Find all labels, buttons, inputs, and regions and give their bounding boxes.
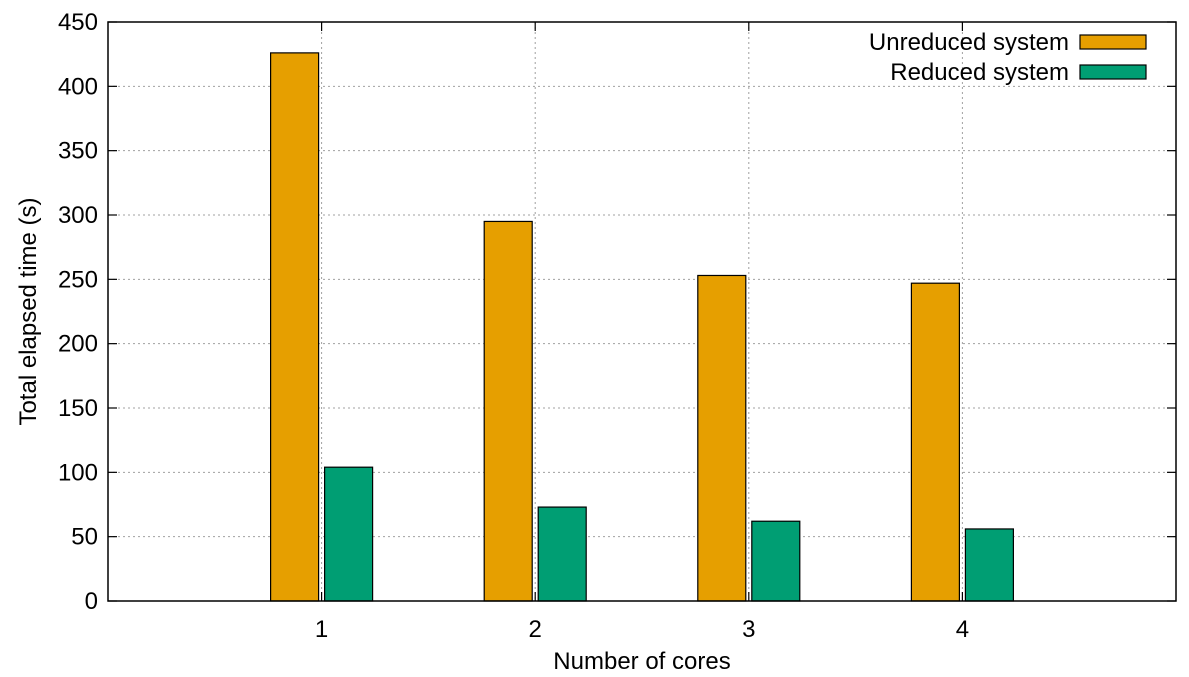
x-tick-label: 4 bbox=[956, 616, 969, 643]
grid-lines bbox=[108, 22, 1176, 601]
bars bbox=[270, 52, 1015, 602]
y-tick-label: 100 bbox=[58, 459, 98, 486]
y-axis-title: Total elapsed time (s) bbox=[15, 197, 42, 425]
y-tick-label: 200 bbox=[58, 331, 98, 358]
legend-swatch bbox=[1079, 34, 1147, 50]
bar-reduced-3 bbox=[751, 520, 801, 602]
bar-unreduced-1 bbox=[270, 52, 320, 602]
x-tick-label: 3 bbox=[742, 616, 755, 643]
y-tick-label: 300 bbox=[58, 202, 98, 229]
legend: Unreduced system Reduced system bbox=[869, 29, 1147, 86]
plot-frame bbox=[107, 21, 1177, 602]
y-tick-label: 350 bbox=[58, 138, 98, 165]
bar-reduced-4 bbox=[964, 528, 1015, 602]
x-tick-label: 2 bbox=[529, 616, 542, 643]
legend-label: Reduced system bbox=[890, 59, 1069, 86]
bar-unreduced-3 bbox=[697, 274, 747, 602]
bar-reduced-2 bbox=[537, 506, 587, 602]
axis-ticks: 0 50 100 150 200 250 300 350 400 450 1 2 3 4 bbox=[58, 9, 1176, 643]
legend-swatch bbox=[1079, 64, 1147, 80]
y-tick-label: 50 bbox=[71, 524, 98, 551]
legend-label: Unreduced system bbox=[869, 29, 1069, 56]
x-tick-label: 1 bbox=[315, 616, 328, 643]
y-tick-label: 250 bbox=[58, 266, 98, 293]
bar-unreduced-2 bbox=[483, 220, 533, 602]
y-tick-label: 450 bbox=[58, 9, 98, 36]
y-tick-label: 150 bbox=[58, 395, 98, 422]
y-tick-label: 400 bbox=[58, 73, 98, 100]
x-axis-title: Number of cores bbox=[553, 648, 730, 675]
bar-unreduced-4 bbox=[910, 282, 961, 602]
bar-reduced-1 bbox=[324, 466, 374, 602]
y-tick-label: 0 bbox=[85, 588, 98, 615]
